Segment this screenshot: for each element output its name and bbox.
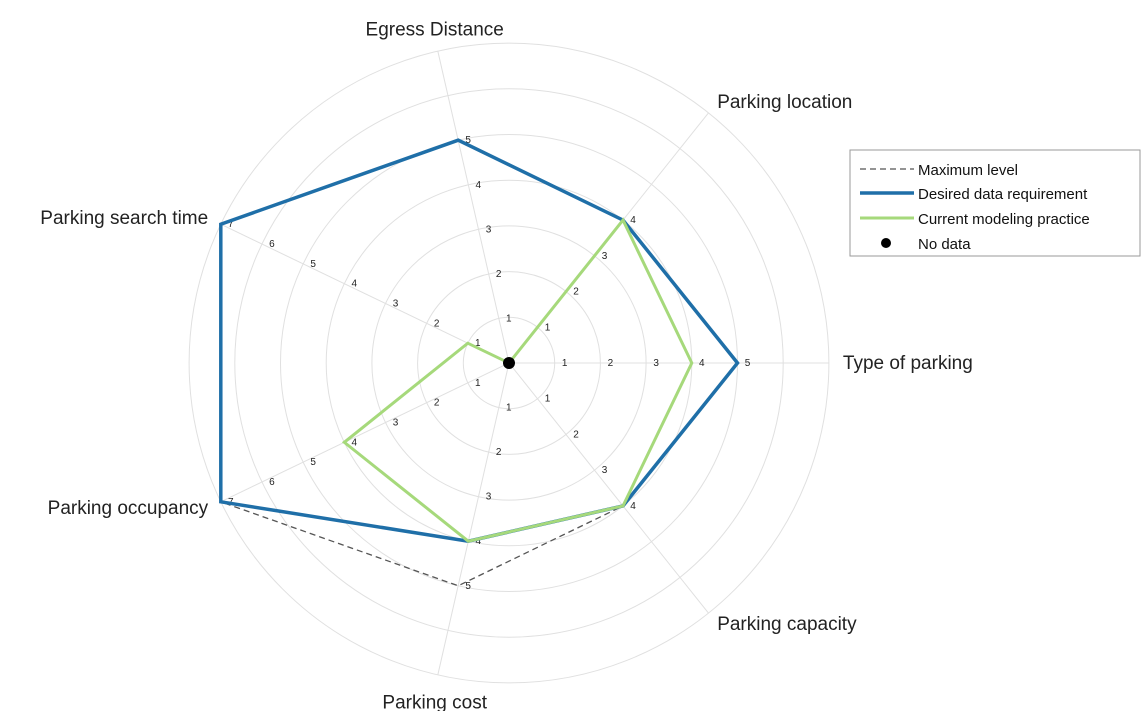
tick-parking-search-time-4: 4 [352,279,358,290]
tick-parking-search-time-3: 3 [393,299,399,310]
tick-parking-search-time-7: 7 [228,219,234,230]
tick-parking-capacity-2: 2 [573,429,579,440]
tick-parking-cost-2: 2 [496,447,502,458]
tick-type-of-parking-1: 1 [562,358,568,369]
legend-label-no-data: No data [918,236,971,253]
tick-parking-cost-4: 4 [476,536,482,547]
legend-swatch-no-data [881,238,891,248]
spoke-parking-capacity [508,362,709,614]
spoke-egress-distance [437,51,510,364]
spoke-parking-search-time [220,223,510,364]
tick-parking-search-time-6: 6 [269,239,275,250]
spoke-parking-cost [437,362,510,675]
tick-parking-capacity-4: 4 [630,501,636,512]
tick-parking-location-4: 4 [630,215,636,226]
axis-label-parking-search-time: Parking search time [40,208,208,229]
legend-label-desired-data-requirement: Desired data requirement [918,186,1088,203]
tick-parking-search-time-2: 2 [434,318,440,329]
tick-parking-location-2: 2 [573,287,579,298]
legend-label-maximum-level: Maximum level [918,162,1018,179]
tick-parking-occupancy-3: 3 [393,417,399,428]
legend: Maximum level Desired data requirement C… [849,149,1141,257]
tick-type-of-parking-5: 5 [745,358,751,369]
tick-parking-location-1: 1 [545,322,551,333]
tick-parking-occupancy-6: 6 [269,477,275,488]
series-lines [219,138,740,587]
axis-labels: Type of parking Parking location Egress Di… [40,20,973,711]
tick-egress-distance-2: 2 [496,269,502,280]
tick-parking-cost-5: 5 [465,581,471,592]
axis-label-parking-location: Parking location [717,92,852,113]
axis-label-parking-occupancy: Parking occupancy [48,498,209,519]
tick-parking-occupancy-4: 4 [352,437,358,448]
axis-label-parking-cost: Parking cost [382,693,487,711]
tick-egress-distance-1: 1 [506,313,512,324]
tick-type-of-parking-3: 3 [653,358,659,369]
axis-label-parking-capacity: Parking capacity [717,614,857,635]
axis-label-type-of-parking: Type of parking [843,353,973,374]
axis-spokes [220,51,829,675]
tick-parking-capacity-3: 3 [602,465,608,476]
tick-parking-capacity-1: 1 [545,394,551,405]
tick-parking-cost-1: 1 [506,403,512,414]
legend-label-current-modeling-practice: Current modeling practice [918,211,1090,228]
tick-type-of-parking-4: 4 [699,358,705,369]
tick-type-of-parking-2: 2 [608,358,614,369]
axis-label-egress-distance: Egress Distance [366,20,504,41]
tick-parking-cost-3: 3 [486,492,492,503]
no-data-marker [503,357,515,369]
legend-box [849,149,1141,257]
tick-egress-distance-3: 3 [486,224,492,235]
tick-egress-distance-5: 5 [465,135,471,146]
tick-parking-location-3: 3 [602,251,608,262]
tick-parking-occupancy-5: 5 [310,457,316,468]
tick-parking-occupancy-1: 1 [475,378,481,389]
series-current-modeling-practice [341,217,694,543]
tick-parking-occupancy-2: 2 [434,398,440,409]
tick-parking-search-time-5: 5 [310,259,316,270]
tick-parking-search-time-1: 1 [475,338,481,349]
tick-egress-distance-4: 4 [476,180,482,191]
spoke-parking-occupancy [220,362,510,503]
